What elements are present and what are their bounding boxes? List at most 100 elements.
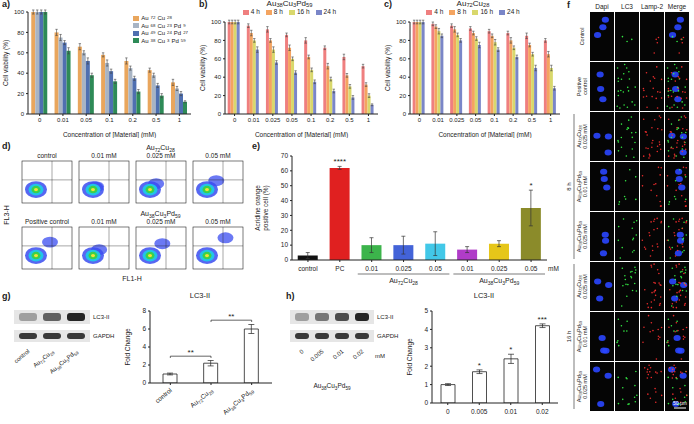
- svg-text:0.01: 0.01: [57, 117, 69, 123]
- svg-text:5: 5: [424, 307, 428, 314]
- svg-text:control: control: [13, 348, 31, 364]
- svg-text:LC3-II: LC3-II: [377, 314, 394, 320]
- svg-text:**: **: [188, 348, 194, 357]
- svg-text:1: 1: [424, 381, 428, 388]
- svg-text:0.005: 0.005: [471, 408, 488, 415]
- svg-text:mM: mM: [548, 265, 559, 272]
- svg-text:60: 60: [17, 50, 24, 56]
- svg-text:Concentration of [Material] (m: Concentration of [Material] (mM): [255, 131, 348, 138]
- svg-text:0.01 mM: 0.01 mM: [91, 152, 116, 159]
- svg-text:Au72Cu280.025 mM: Au72Cu280.025 mM: [576, 274, 589, 299]
- svg-text:4: 4: [142, 343, 146, 350]
- svg-text:Cell viability (%): Cell viability (%): [384, 45, 392, 91]
- svg-text:*: *: [509, 345, 512, 354]
- svg-text:3: 3: [424, 344, 428, 351]
- svg-text:0.025 mM: 0.025 mM: [147, 218, 176, 225]
- svg-text:0: 0: [298, 348, 305, 355]
- svg-text:0: 0: [446, 408, 450, 415]
- svg-text:0.05: 0.05: [429, 265, 442, 272]
- svg-text:0.05 mM: 0.05 mM: [205, 218, 230, 225]
- svg-text:40: 40: [214, 74, 221, 80]
- svg-text:2: 2: [142, 361, 146, 368]
- svg-text:0.5: 0.5: [345, 117, 354, 123]
- svg-text:0: 0: [403, 111, 407, 117]
- svg-text:*: *: [530, 181, 533, 190]
- svg-text:Au38Cu3Pd59: Au38Cu3Pd59: [479, 277, 519, 286]
- svg-text:20: 20: [281, 227, 289, 234]
- svg-text:0.05: 0.05: [80, 117, 92, 123]
- svg-text:control: control: [298, 265, 318, 272]
- svg-text:0: 0: [218, 111, 222, 117]
- svg-text:70: 70: [281, 152, 289, 159]
- svg-text:0.005: 0.005: [309, 348, 325, 363]
- svg-text:0.05: 0.05: [470, 117, 482, 123]
- svg-text:mM: mM: [375, 353, 385, 359]
- svg-text:0.01: 0.01: [248, 117, 260, 123]
- svg-text:Au72Cu28: Au72Cu28: [189, 386, 215, 410]
- svg-text:PC: PC: [335, 265, 344, 272]
- svg-text:6: 6: [142, 325, 146, 332]
- svg-text:FL3-H: FL3-H: [3, 205, 10, 224]
- svg-text:100: 100: [14, 9, 25, 15]
- svg-text:Au38Cu3Pd59: Au38Cu3Pd59: [48, 348, 80, 376]
- svg-text:0.01: 0.01: [461, 265, 474, 272]
- svg-text:100: 100: [211, 19, 222, 25]
- svg-text:0.2: 0.2: [326, 117, 335, 123]
- svg-text:Au72Cu280.025 mM: Au72Cu280.025 mM: [576, 124, 589, 149]
- svg-text:Au38Cu3Pd590.01 mM: Au38Cu3Pd590.01 mM: [576, 320, 589, 352]
- svg-text:10: 10: [281, 241, 289, 248]
- svg-text:60: 60: [281, 167, 289, 174]
- svg-text:Au38Cu3Pd59: Au38Cu3Pd59: [221, 386, 255, 417]
- svg-text:LC3: LC3: [621, 3, 633, 10]
- svg-text:Au38Cu3Pd59: Au38Cu3Pd59: [313, 382, 351, 391]
- svg-text:0.05: 0.05: [525, 265, 538, 272]
- svg-text:80: 80: [17, 30, 24, 36]
- svg-text:GAPDH: GAPDH: [93, 333, 114, 339]
- svg-text:0.02: 0.02: [536, 408, 549, 415]
- svg-text:*: *: [478, 361, 481, 370]
- svg-text:GAPDH: GAPDH: [377, 333, 398, 339]
- svg-text:Cell viability (%): Cell viability (%): [2, 40, 10, 86]
- svg-text:50: 50: [281, 182, 289, 189]
- svg-text:0: 0: [142, 379, 146, 386]
- svg-text:control: control: [37, 152, 57, 159]
- svg-text:0.2: 0.2: [509, 117, 518, 123]
- svg-text:0.01 mM: 0.01 mM: [91, 218, 116, 225]
- svg-text:0.1: 0.1: [307, 117, 316, 123]
- svg-text:8 h: 8 h: [566, 182, 572, 190]
- svg-text:8: 8: [142, 307, 146, 314]
- svg-text:0: 0: [284, 256, 288, 263]
- svg-text:60: 60: [399, 56, 406, 62]
- svg-text:Dapi: Dapi: [595, 3, 608, 11]
- svg-text:0.025 mM: 0.025 mM: [147, 152, 176, 159]
- svg-text:0.05 mM: 0.05 mM: [205, 152, 230, 159]
- svg-text:Cell viability (%): Cell viability (%): [199, 45, 207, 91]
- svg-text:0.2: 0.2: [129, 117, 138, 123]
- svg-text:Positivecontrol: Positivecontrol: [576, 77, 589, 96]
- svg-text:LC3-II: LC3-II: [93, 314, 110, 320]
- svg-text:0.01: 0.01: [332, 348, 345, 361]
- svg-text:0: 0: [424, 399, 428, 406]
- svg-text:0.025: 0.025: [395, 265, 412, 272]
- svg-text:Fold Change: Fold Change: [124, 328, 132, 366]
- svg-text:****: ****: [334, 157, 346, 166]
- svg-text:16 h: 16 h: [566, 331, 572, 343]
- svg-text:Au38Cu3Pd590.01 mM: Au38Cu3Pd590.01 mM: [576, 170, 589, 202]
- svg-text:1: 1: [549, 117, 553, 123]
- svg-text:100: 100: [396, 19, 407, 25]
- svg-text:0: 0: [233, 117, 237, 123]
- svg-text:Concentration of [Material] (m: Concentration of [Material] (mM): [63, 131, 156, 138]
- svg-text:40: 40: [281, 197, 289, 204]
- svg-text:0.5: 0.5: [528, 117, 537, 123]
- svg-text:Lamp-2: Lamp-2: [641, 3, 663, 11]
- svg-text:Au38Cu3Pd590.025 mM: Au38Cu3Pd590.025 mM: [576, 370, 589, 402]
- svg-text:50 μm: 50 μm: [673, 400, 687, 406]
- svg-text:Control: Control: [579, 28, 585, 46]
- svg-text:Concentration of [Material] (m: Concentration of [Material] (mM): [438, 131, 531, 138]
- svg-text:0.025: 0.025: [265, 117, 281, 123]
- svg-text:0.025: 0.025: [449, 117, 465, 123]
- svg-text:Au72Cu28: Au72Cu28: [389, 277, 418, 286]
- svg-text:20: 20: [399, 93, 406, 99]
- svg-text:1: 1: [178, 117, 182, 123]
- svg-text:***: ***: [538, 315, 547, 324]
